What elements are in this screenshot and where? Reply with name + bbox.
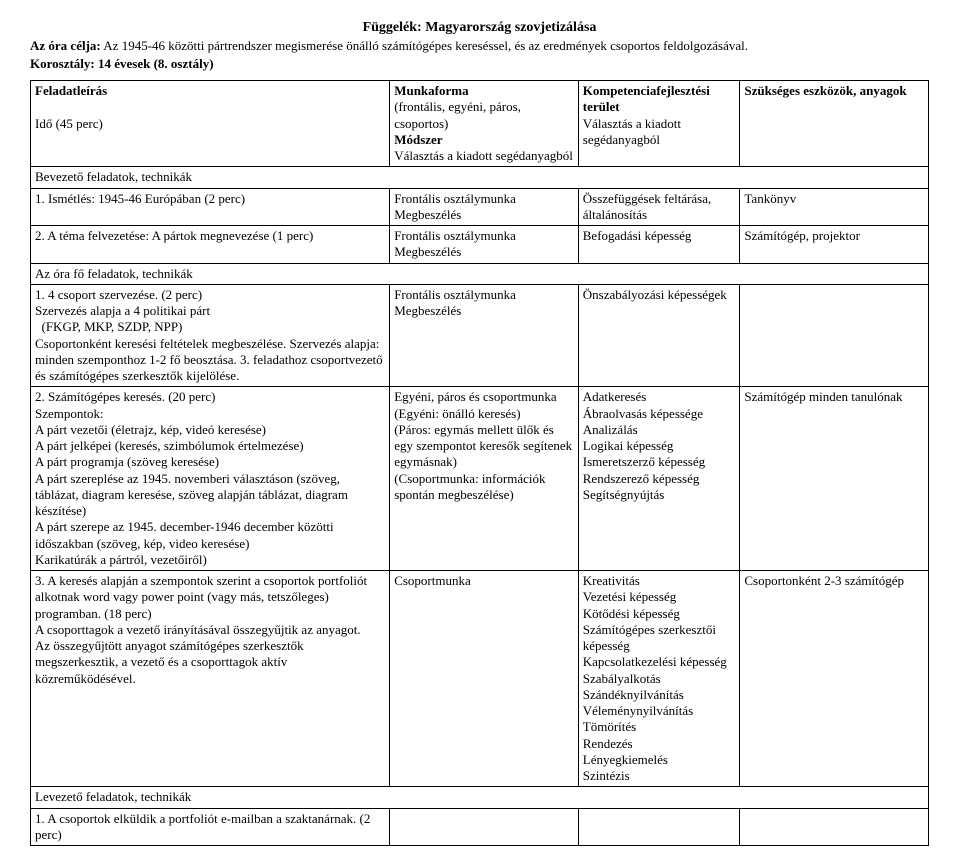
table-row: 2. A téma felvezetése: A pártok megnevez… <box>31 226 929 264</box>
header-c2b: (frontális, egyéni, páros, csoportos) <box>394 99 521 130</box>
cell-r1-c1: 1. Ismétlés: 1945-46 Európában (2 perc) <box>31 188 390 226</box>
table-row: 3. A keresés alapján a szempontok szerin… <box>31 571 929 787</box>
cell-r6-c2 <box>390 808 579 846</box>
cell-r3-c2: Frontális osztálymunkaMegbeszélés <box>390 284 579 387</box>
header-c1a: Feladatleírás <box>35 83 107 98</box>
intro-text-1: Az 1945-46 közötti pártrendszer megismer… <box>101 38 748 53</box>
header-col2: Munkaforma (frontális, egyéni, páros, cs… <box>390 81 579 167</box>
header-col1: Feladatleírás Idő (45 perc) <box>31 81 390 167</box>
cell-r4-c2: Egyéni, páros és csoportmunka(Egyéni: ön… <box>390 387 579 571</box>
table-row: 1. 4 csoport szervezése. (2 perc)Szervez… <box>31 284 929 387</box>
cell-r2-c4: Számítógép, projektor <box>740 226 929 264</box>
cell-r4-c3: AdatkeresésÁbraolvasás képességeAnalizál… <box>578 387 740 571</box>
cell-r6-c4 <box>740 808 929 846</box>
cell-r3-c1: 1. 4 csoport szervezése. (2 perc)Szervez… <box>31 284 390 387</box>
cell-r3-c4 <box>740 284 929 387</box>
cell-r6-c3 <box>578 808 740 846</box>
header-c3b: Választás a kiadott segédanyagból <box>583 116 681 147</box>
section-row-1: Bevezető feladatok, technikák <box>31 167 929 188</box>
section-row-2: Az óra fő feladatok, technikák <box>31 263 929 284</box>
cell-r1-c4: Tankönyv <box>740 188 929 226</box>
cell-r5-c4: Csoportonként 2-3 számítógép <box>740 571 929 787</box>
header-c2d: Választás a kiadott segédanyagból <box>394 148 573 163</box>
header-col4: Szükséges eszközök, anyagok <box>740 81 929 167</box>
section-row-3: Levezető feladatok, technikák <box>31 787 929 808</box>
intro-line-1: Az óra célja: Az 1945-46 közötti pártren… <box>30 38 929 54</box>
cell-r2-c3: Befogadási képesség <box>578 226 740 264</box>
header-c2a: Munkaforma <box>394 83 468 98</box>
header-c3a: Kompetenciafejlesztési terület <box>583 83 710 114</box>
cell-r4-c4: Számítógép minden tanulónak <box>740 387 929 571</box>
section-2: Az óra fő feladatok, technikák <box>31 263 929 284</box>
section-1: Bevezető feladatok, technikák <box>31 167 929 188</box>
table-row: 1. A csoportok elküldik a portfoliót e-m… <box>31 808 929 846</box>
lesson-plan-table: Feladatleírás Idő (45 perc) Munkaforma (… <box>30 80 929 846</box>
table-row: 1. Ismétlés: 1945-46 Európában (2 perc) … <box>31 188 929 226</box>
section-3: Levezető feladatok, technikák <box>31 787 929 808</box>
intro-label-1: Az óra célja: <box>30 38 101 53</box>
cell-r2-c1: 2. A téma felvezetése: A pártok megnevez… <box>31 226 390 264</box>
cell-r2-c2: Frontális osztálymunkaMegbeszélés <box>390 226 579 264</box>
header-c4: Szükséges eszközök, anyagok <box>744 83 906 98</box>
cell-r5-c1: 3. A keresés alapján a szempontok szerin… <box>31 571 390 787</box>
cell-r6-c1: 1. A csoportok elküldik a portfoliót e-m… <box>31 808 390 846</box>
intro-label-2: Korosztály: 14 évesek (8. osztály) <box>30 56 929 72</box>
table-row: 2. Számítógépes keresés. (20 perc)Szempo… <box>31 387 929 571</box>
cell-r1-c3: Összefüggések feltárása, általánosítás <box>578 188 740 226</box>
header-c1b: Idő (45 perc) <box>35 116 103 131</box>
appendix-title: Függelék: Magyarország szovjetizálása <box>30 20 929 36</box>
header-c2c: Módszer <box>394 132 442 147</box>
header-col3: Kompetenciafejlesztési terület Választás… <box>578 81 740 167</box>
cell-r5-c2: Csoportmunka <box>390 571 579 787</box>
cell-r5-c3: KreativitásVezetési képességKötődési kép… <box>578 571 740 787</box>
header-row: Feladatleírás Idő (45 perc) Munkaforma (… <box>31 81 929 167</box>
cell-r3-c3: Önszabályozási képességek <box>578 284 740 387</box>
cell-r4-c1: 2. Számítógépes keresés. (20 perc)Szempo… <box>31 387 390 571</box>
cell-r1-c2: Frontális osztálymunkaMegbeszélés <box>390 188 579 226</box>
